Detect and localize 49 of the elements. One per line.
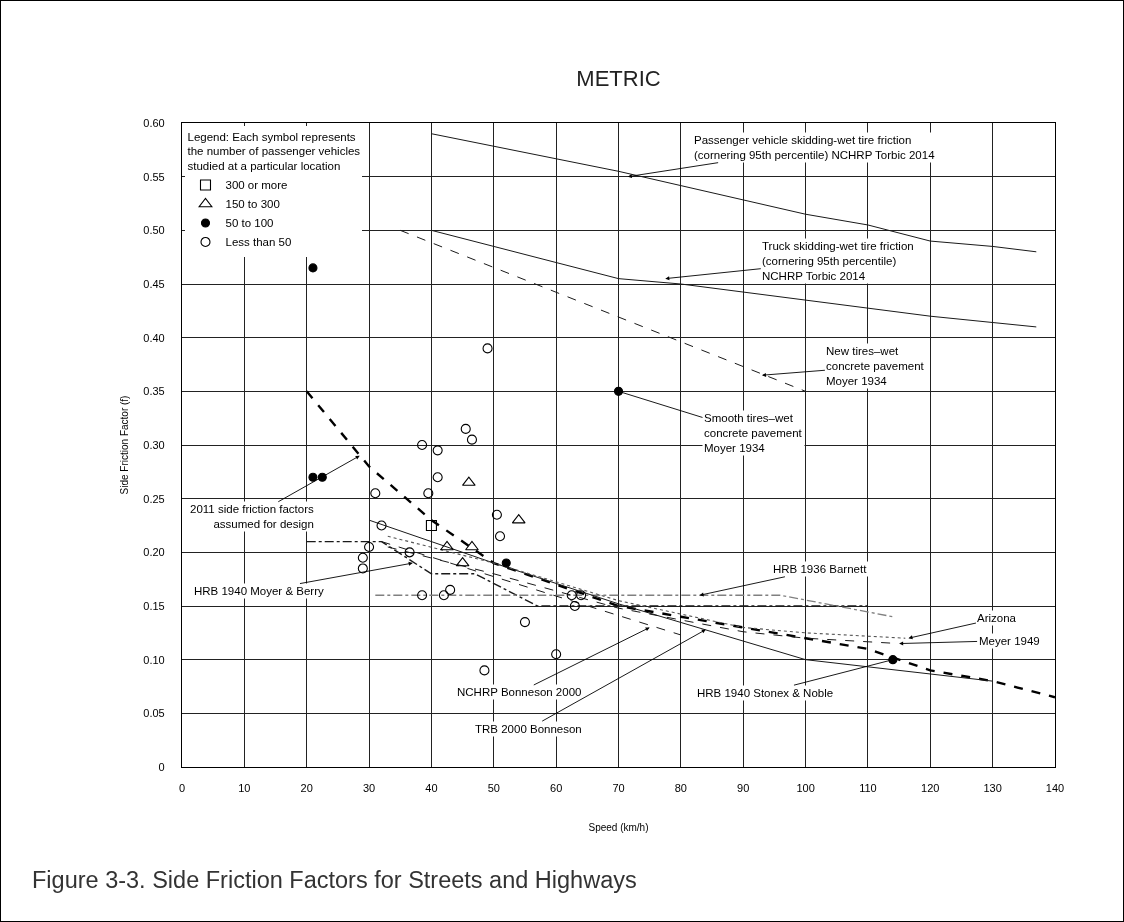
x-tick-label: 10	[238, 782, 251, 795]
legend-label: Less than 50	[225, 236, 292, 249]
annotation: HRB 1940 Stonex & Noble	[697, 687, 834, 699]
y-axis-title: Side Friction Factor (f)	[119, 395, 131, 495]
legend-title: Legend: Each symbol represents the number of passenger vehicles studied at a particular location	[187, 130, 361, 173]
caption: Figure 3-3. Side Friction Factors for Streets and Highways	[32, 867, 637, 893]
y-tick-label: 0.20	[143, 546, 165, 559]
y-tick-label: 0.50	[143, 224, 165, 237]
annotation: HRB 1936 Barnett	[773, 563, 868, 575]
x-tick-label: 100	[796, 782, 815, 795]
x-tick-label: 40	[425, 782, 438, 795]
annotation: Arizona	[977, 612, 1017, 624]
annotation: Passenger vehicle skidding-wet tire friction (cornering 95th percentile) NCHRP Torbic 2014	[694, 134, 936, 161]
annotation: Truck skidding-wet tire friction (cornering 95th percentile) NCHRP Torbic 2014	[762, 240, 914, 282]
x-tick-label: 60	[550, 782, 563, 795]
x-tick-label: 70	[612, 782, 625, 795]
annotation: HRB 1940 Moyer & Berry	[194, 585, 324, 597]
x-axis-title: Speed (km/h)	[588, 821, 649, 833]
annotation: NCHRP Bonneson 2000	[457, 686, 582, 698]
annotation: New tires–wet concrete pavement Moyer 1934	[826, 345, 925, 387]
y-tick-label: 0	[158, 760, 165, 773]
y-tick-label: 0.40	[143, 331, 165, 344]
y-tick-label: 0.15	[143, 599, 165, 612]
y-tick-label: 0.35	[143, 385, 165, 398]
annotation: Smooth tires–wet concrete pavement Moyer 1934	[704, 412, 803, 454]
x-tick-label: 120	[921, 782, 940, 795]
y-tick-label: 0.30	[143, 438, 165, 451]
legend-label: 50 to 100	[225, 217, 274, 230]
x-tick-label: 0	[178, 782, 186, 795]
x-tick-label: 50	[487, 782, 500, 795]
legend-label: 300 or more	[225, 179, 288, 192]
y-tick-label: 0.25	[143, 492, 165, 505]
x-tick-label: 110	[859, 782, 877, 795]
y-tick-label: 0.45	[143, 277, 165, 290]
annotation: Meyer 1949	[979, 635, 1040, 647]
x-tick-label: 30	[362, 782, 376, 795]
legend-label: 150 to 300	[225, 198, 280, 211]
chart-title: METRIC	[576, 65, 661, 91]
y-tick-label: 0.10	[143, 653, 165, 666]
x-tick-label: 90	[737, 782, 750, 795]
x-tick-label: 80	[674, 782, 687, 795]
y-tick-label: 0.60	[143, 116, 165, 129]
x-tick-label: 20	[300, 782, 313, 795]
x-tick-label: 140	[1045, 782, 1065, 795]
annotation: 2011 side friction factors assumed for design	[190, 503, 315, 530]
x-tick-label: 130	[983, 782, 1002, 795]
annotation: TRB 2000 Bonneson	[475, 723, 582, 735]
y-tick-label: 0.05	[143, 707, 165, 720]
y-tick-label: 0.55	[143, 170, 165, 183]
